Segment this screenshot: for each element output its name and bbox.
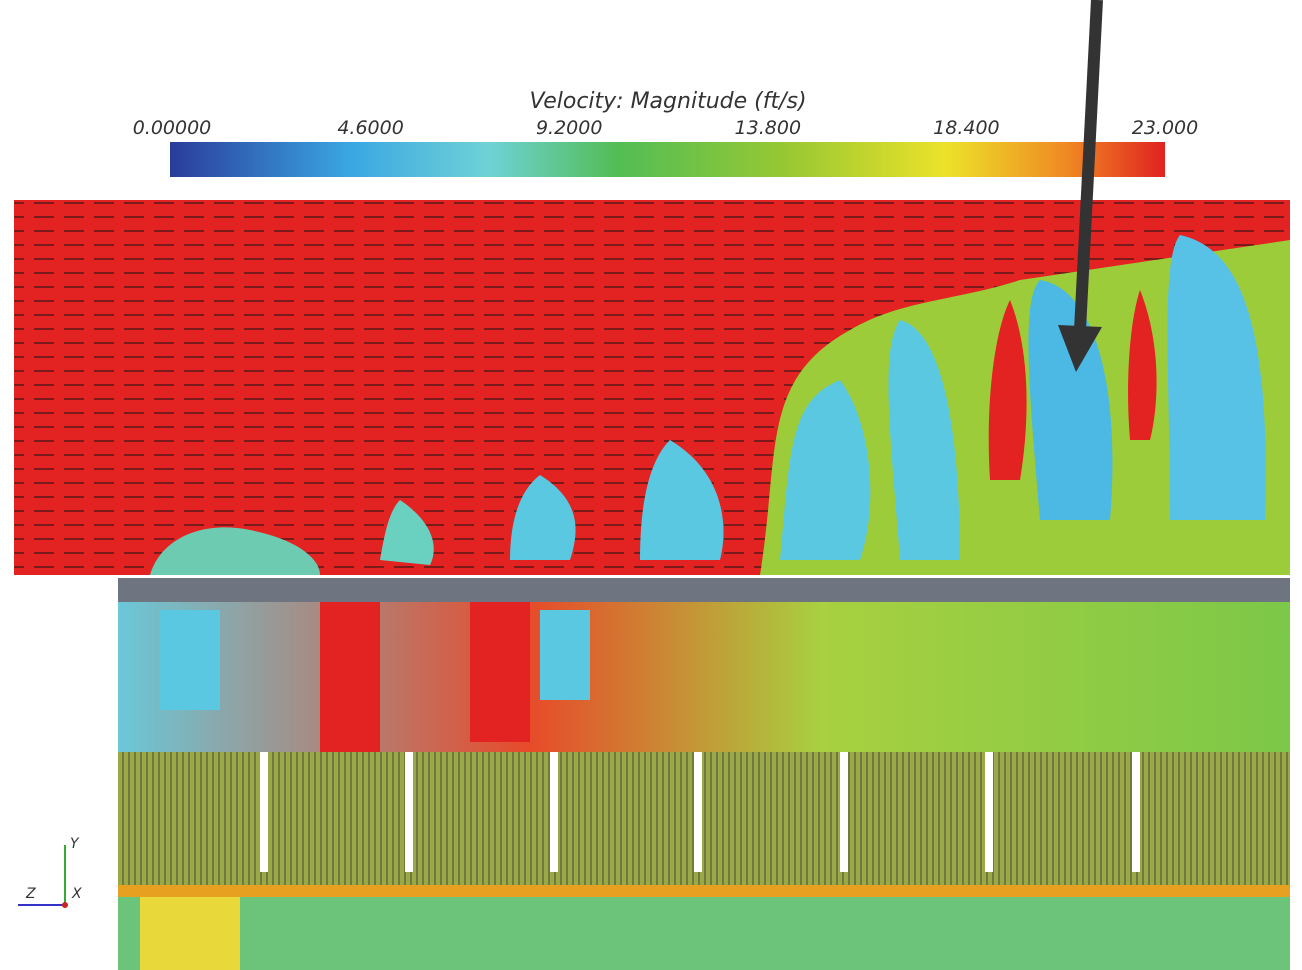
visualization: Velocity: Magnitude (ft/s) 0.00000 4.6000… [0, 0, 1302, 970]
colorbar-tick-label: 23.000 [1132, 117, 1198, 139]
axis-z-label: Z [25, 886, 36, 902]
lower-region [118, 602, 1290, 970]
colorbar-tick-label: 0.00000 [133, 117, 212, 139]
colorbar-title: Velocity: Magnitude (ft/s) [529, 89, 806, 114]
axis-x-label: X [71, 886, 82, 902]
colorbar-tick-label: 13.800 [735, 117, 801, 139]
colorbar-tick-label: 4.6000 [337, 117, 403, 139]
colorbar-tick-label: 9.2000 [536, 117, 602, 139]
colorbar [170, 142, 1165, 177]
axis-y-label: Y [70, 836, 80, 852]
colorbar-ticks: 0.00000 4.6000 9.2000 13.800 18.400 23.000 [133, 117, 1199, 139]
plate [118, 578, 1290, 602]
colorbar-tick-label: 18.400 [933, 117, 999, 139]
